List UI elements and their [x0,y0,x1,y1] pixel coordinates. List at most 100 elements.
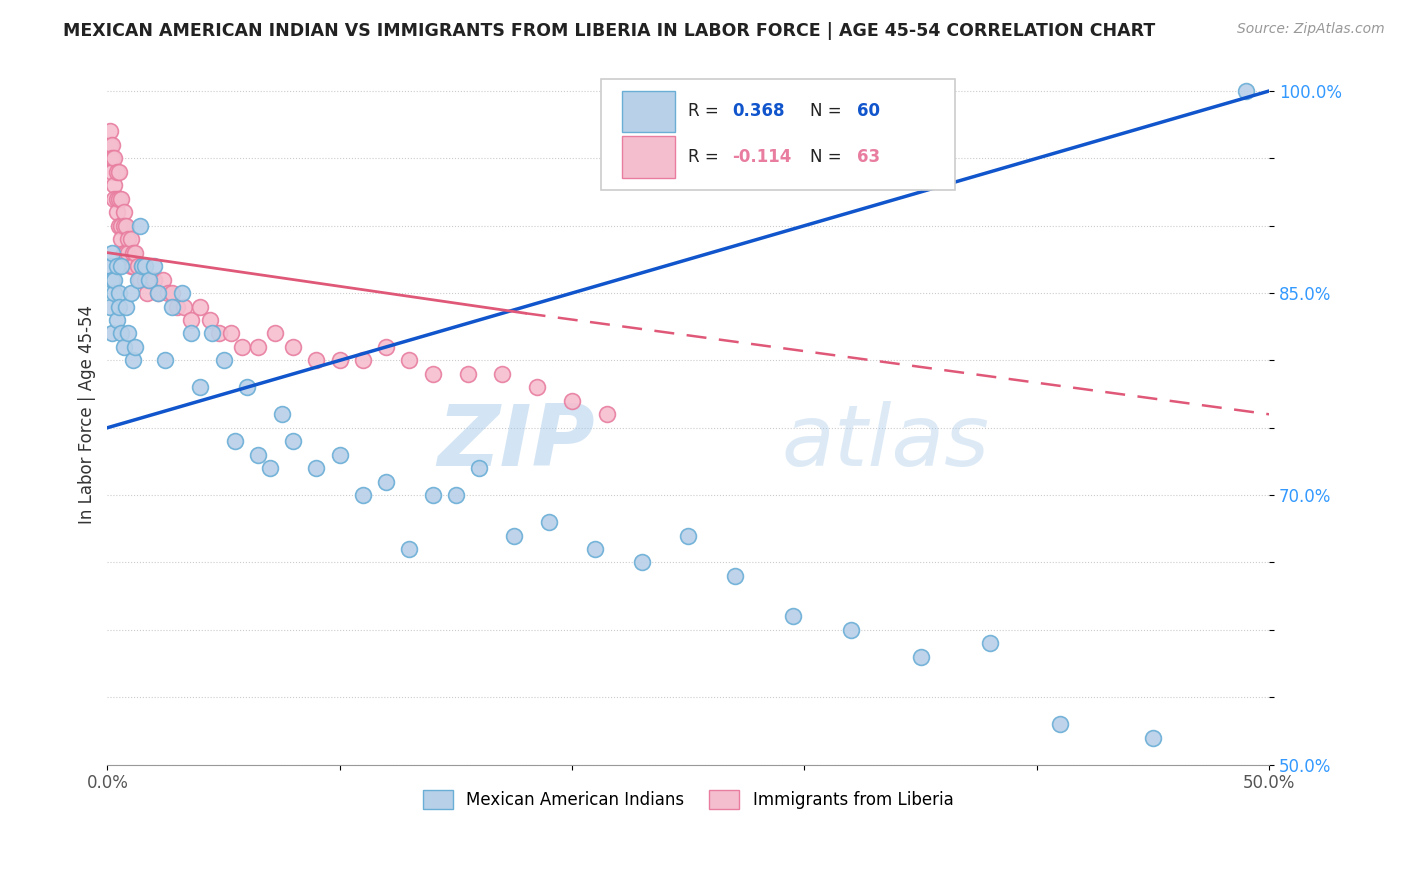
Point [110,219,132,233]
Point [134,272,156,286]
Point [101,165,124,179]
Point [457,367,479,381]
FancyBboxPatch shape [602,79,956,190]
Text: R =: R = [688,102,724,120]
Point [108,165,131,179]
Point [398,353,420,368]
Point [117,326,139,341]
Point [422,488,444,502]
Point [1049,717,1071,731]
Point [131,259,153,273]
Point [115,219,138,233]
Point [103,192,125,206]
Point [422,367,444,381]
Point [839,623,862,637]
Point [117,232,139,246]
Point [108,219,131,233]
Point [124,340,146,354]
Point [231,340,253,354]
Point [135,286,157,301]
Point [105,259,128,273]
Point [180,313,202,327]
Point [98,300,121,314]
Point [142,259,165,273]
Text: -0.114: -0.114 [733,147,792,166]
Point [101,326,124,341]
Point [105,192,128,206]
Point [148,286,170,301]
Point [129,272,152,286]
Point [352,488,374,502]
Point [120,259,142,273]
Point [283,340,305,354]
Point [101,245,124,260]
Point [188,300,211,314]
Point [129,219,152,233]
Point [596,407,619,421]
Point [112,219,135,233]
Point [124,245,146,260]
Point [329,448,352,462]
Point [503,528,526,542]
Point [537,515,560,529]
Point [180,326,202,341]
Point [305,353,328,368]
Point [115,300,138,314]
Point [676,528,699,542]
Point [352,353,374,368]
Point [152,272,174,286]
Point [120,286,142,301]
Point [142,272,165,286]
Point [112,205,135,219]
Point [444,488,467,502]
Point [110,326,132,341]
Point [375,340,398,354]
Point [148,286,170,301]
Point [120,232,142,246]
Point [105,313,128,327]
Text: 60: 60 [856,102,880,120]
Point [117,245,139,260]
Point [162,300,184,314]
Point [155,353,177,368]
Point [219,326,242,341]
Point [98,152,121,166]
Point [98,259,121,273]
Point [208,326,231,341]
Point [108,300,131,314]
Text: N =: N = [810,147,846,166]
Point [259,461,281,475]
Point [103,286,125,301]
Point [329,353,352,368]
Point [127,259,149,273]
Point [138,272,160,286]
Point [910,649,932,664]
Point [724,569,747,583]
Point [283,434,305,449]
Text: atlas: atlas [782,401,990,483]
Point [101,137,124,152]
Point [103,272,125,286]
Point [173,300,195,314]
Point [188,380,211,394]
Point [110,259,132,273]
FancyBboxPatch shape [621,91,675,132]
FancyBboxPatch shape [621,136,675,178]
Point [103,178,125,193]
Point [782,609,804,624]
Text: MEXICAN AMERICAN INDIAN VS IMMIGRANTS FROM LIBERIA IN LABOR FORCE | AGE 45-54 CO: MEXICAN AMERICAN INDIAN VS IMMIGRANTS FR… [63,22,1156,40]
Point [127,272,149,286]
Legend: Mexican American Indians, Immigrants from Liberia: Mexican American Indians, Immigrants fro… [416,783,960,815]
Text: 63: 63 [856,147,880,166]
Point [201,326,224,341]
Point [101,272,124,286]
Point [105,205,128,219]
Point [561,393,583,408]
Text: N =: N = [810,102,846,120]
Point [122,245,145,260]
Point [224,434,246,449]
Text: ZIP: ZIP [437,401,595,483]
Point [138,272,160,286]
Point [108,192,131,206]
Point [112,340,135,354]
